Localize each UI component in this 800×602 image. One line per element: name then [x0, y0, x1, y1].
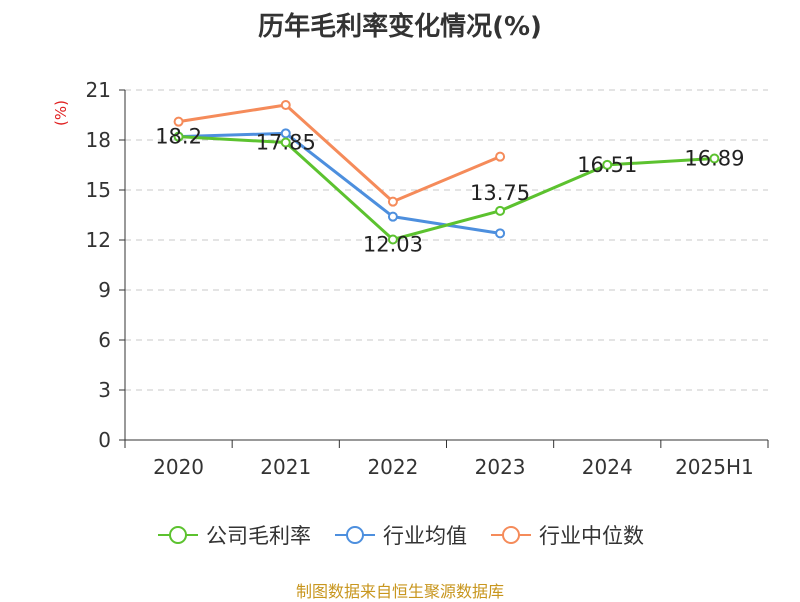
- y-tick-label: 6: [98, 328, 111, 352]
- data-label: 16.51: [577, 153, 637, 177]
- y-tick-label: 21: [86, 78, 111, 102]
- data-point: [387, 196, 398, 207]
- x-tick-label: 2024: [582, 455, 633, 479]
- y-tick-label: 12: [86, 228, 111, 252]
- x-tick-label: 2020: [153, 455, 204, 479]
- data-label: 12.03: [363, 233, 423, 257]
- data-label: 17.85: [256, 131, 316, 155]
- legend-label: 公司毛利率: [206, 524, 311, 548]
- y-tick-label: 3: [98, 378, 111, 402]
- data-point: [495, 205, 506, 216]
- data-point: [495, 228, 506, 239]
- y-tick-label: 15: [86, 178, 111, 202]
- data-label: 16.89: [684, 147, 744, 171]
- data-point: [602, 159, 613, 170]
- data-point: [495, 151, 506, 162]
- data-point: [173, 131, 184, 142]
- legend-marker-icon: [335, 526, 375, 544]
- legend: 公司毛利率 行业均值 行业中位数: [0, 520, 800, 550]
- y-tick-label: 18: [86, 128, 111, 152]
- data-point: [387, 211, 398, 222]
- y-tick-label: 9: [98, 278, 111, 302]
- data-point: [387, 234, 398, 245]
- data-label: 13.75: [470, 181, 530, 205]
- x-tick-label: 2023: [475, 455, 526, 479]
- legend-label: 行业均值: [383, 524, 467, 548]
- chart-title: 历年毛利率变化情况(%): [258, 12, 542, 42]
- data-point: [709, 153, 720, 164]
- x-tick-label: 2021: [260, 455, 311, 479]
- x-tick-label: 2022: [367, 455, 418, 479]
- series-line-0: [178, 135, 715, 241]
- legend-item-industry-mean[interactable]: 行业均值: [333, 520, 467, 550]
- series-line-1: [178, 131, 501, 235]
- data-point: [280, 100, 291, 110]
- legend-item-industry-median[interactable]: 行业中位数: [489, 520, 644, 550]
- legend-marker-icon: [491, 526, 531, 544]
- data-point: [280, 137, 291, 148]
- data-point: [173, 116, 184, 127]
- data-point: [280, 128, 291, 139]
- legend-marker-icon: [158, 526, 198, 544]
- series-line-2: [178, 103, 501, 204]
- legend-label: 行业中位数: [539, 524, 644, 548]
- x-tick-label: 2025H1: [675, 455, 754, 479]
- y-tick-label: 0: [98, 428, 111, 452]
- legend-item-company[interactable]: 公司毛利率: [156, 520, 311, 550]
- data-source-note: 制图数据来自恒生聚源数据库: [295, 582, 504, 601]
- data-label: 18.2: [155, 125, 202, 149]
